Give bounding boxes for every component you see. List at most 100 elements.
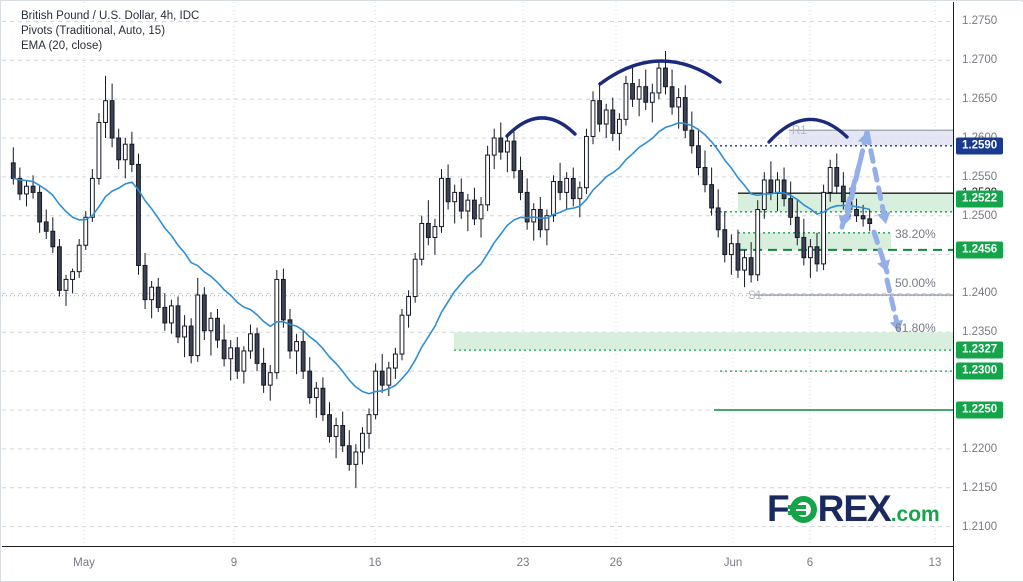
candle-up [373,370,379,416]
candle-up [755,208,761,276]
candle-down [175,305,181,338]
candle-up [504,140,510,153]
price-tick: 1.2550 [962,170,998,183]
candle-up [584,135,589,189]
candle-up [228,347,234,360]
candle-down [814,246,820,265]
fib-label-38: 38.20% [895,226,936,241]
candle-up [491,137,497,156]
fib-label-50: 50.00% [895,275,936,290]
candle-down [142,264,148,301]
candle-down [781,179,787,200]
candle-up [452,191,458,203]
candle-up [577,187,583,200]
price-badge-1.2250[interactable]: 1.2250 [956,401,1004,419]
projection-arrow-down-1 [864,129,889,227]
candle-down [56,246,62,291]
candle-up [590,100,596,137]
candle-down [307,370,313,399]
price-tick: 1.2150 [962,481,998,494]
candle-up [96,121,102,179]
price-badge-1.2590[interactable]: 1.2590 [956,137,1004,155]
candle-down [610,109,616,134]
candle-up [564,177,570,193]
time-tick: Jun [723,557,743,569]
candle-up [392,353,398,369]
candle-down [524,191,530,223]
projection-arrow-down-2 [871,229,890,275]
price-axis[interactable]: 1.27501.27001.26501.26001.25501.25001.24… [953,2,1023,546]
candle-down [43,221,49,232]
time-tick: 9 [230,557,238,569]
candlestick-series [10,50,873,488]
candle-up [248,333,253,352]
arc-head [598,59,722,86]
candle-up [656,67,662,94]
candle-up [76,244,82,273]
projection-arrow-down-2-head [877,259,891,272]
arc-left-shoulder [505,116,577,138]
candle-up [676,97,682,108]
candle-down [834,167,840,187]
candle-down [735,243,741,271]
projection-arrow-down-3-head [889,319,904,332]
candle-down [327,414,332,437]
candle-down [518,170,523,193]
candle-down [287,319,293,352]
candle-up [827,167,833,193]
time-tick: May [73,557,95,569]
time-tick: 23 [516,557,530,569]
time-tick: 13 [928,557,942,569]
price-badge-1.2456[interactable]: 1.2456 [956,241,1004,259]
candle-up [353,451,359,465]
candle-up [149,286,155,301]
fib-label-61: 61.80% [895,321,936,336]
candle-down [768,179,774,193]
candle-up [386,367,392,386]
candle-down [17,177,23,195]
candle-down [788,198,794,218]
price-badge-1.2327[interactable]: 1.2327 [956,341,1004,359]
candle-up [551,181,556,217]
candle-down [234,347,240,372]
candle-up [623,83,629,120]
candle-up [333,425,339,437]
candle-down [537,208,543,231]
price-tick: 1.2400 [962,287,998,300]
candle-down [458,191,464,212]
candle-down [155,286,161,308]
candle-up [531,208,537,223]
candle-down [748,257,754,276]
candle-down [346,445,352,465]
resistance-zone [789,130,953,146]
candle-down [379,370,385,386]
price-tick: 1.2100 [962,520,998,533]
time-axis[interactable]: May 9 16 23 26 Jun 6 13 [2,546,1022,581]
pivot-label-s1: S1 [748,289,763,302]
candle-down [300,341,306,372]
candle-up [775,179,780,193]
time-tick: 6 [806,557,814,569]
price-badge-1.2522[interactable]: 1.2522 [956,190,1004,208]
support-zone-1.2327 [454,332,953,351]
candle-up [122,143,128,161]
plot-area[interactable]: 38.20% 50.00% 61.80% R1 S1 [2,2,953,546]
candle-down [557,181,563,193]
candle-down [709,184,715,209]
candle-up [182,325,187,338]
candle-up [195,294,201,357]
candle-down [702,167,708,186]
candle-down [129,143,135,165]
price-badge-1.2300[interactable]: 1.2300 [956,362,1004,380]
pivot-label-r1: R1 [792,125,807,138]
candle-up [808,246,813,259]
candle-down [221,339,227,360]
candle-up [742,257,747,271]
time-tick: 26 [609,557,623,569]
candle-down [663,67,668,88]
candle-down [715,207,721,231]
candle-up [728,243,734,256]
candle-up [24,185,29,195]
candle-down [472,199,477,220]
